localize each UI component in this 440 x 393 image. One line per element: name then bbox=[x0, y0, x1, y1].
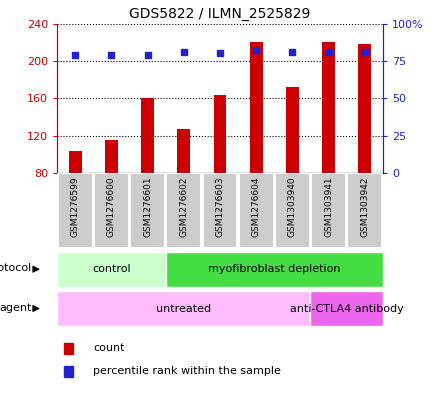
Bar bbox=[275, 173, 310, 248]
Bar bbox=[311, 291, 383, 326]
Point bbox=[289, 49, 296, 55]
Text: control: control bbox=[92, 264, 131, 274]
Text: GSM1303940: GSM1303940 bbox=[288, 177, 297, 237]
Point bbox=[72, 52, 79, 58]
Bar bbox=[322, 42, 335, 173]
Bar bbox=[57, 291, 311, 326]
Point bbox=[325, 49, 332, 55]
Bar bbox=[359, 44, 371, 173]
Bar bbox=[57, 252, 166, 287]
Point bbox=[361, 49, 368, 55]
Bar bbox=[141, 98, 154, 173]
Text: protocol: protocol bbox=[0, 263, 32, 274]
Bar bbox=[105, 140, 118, 173]
Text: percentile rank within the sample: percentile rank within the sample bbox=[93, 366, 281, 376]
Point bbox=[253, 47, 260, 53]
Bar bbox=[347, 173, 382, 248]
Text: GSM1303942: GSM1303942 bbox=[360, 177, 369, 237]
Text: untreated: untreated bbox=[156, 303, 211, 314]
Bar bbox=[239, 173, 274, 248]
Bar bbox=[203, 173, 237, 248]
Bar bbox=[166, 173, 201, 248]
Text: myofibroblast depletion: myofibroblast depletion bbox=[208, 264, 341, 274]
Text: GSM1276600: GSM1276600 bbox=[107, 177, 116, 237]
Text: count: count bbox=[93, 343, 125, 353]
Bar bbox=[58, 173, 93, 248]
Text: GSM1276604: GSM1276604 bbox=[252, 177, 260, 237]
Text: agent: agent bbox=[0, 303, 32, 313]
Text: GSM1303941: GSM1303941 bbox=[324, 177, 333, 237]
Bar bbox=[286, 87, 299, 173]
Bar bbox=[166, 252, 383, 287]
Bar bbox=[214, 95, 226, 173]
Text: GSM1276602: GSM1276602 bbox=[180, 177, 188, 237]
Text: GSM1276603: GSM1276603 bbox=[216, 177, 224, 237]
Text: GSM1276599: GSM1276599 bbox=[71, 177, 80, 237]
Bar bbox=[250, 42, 263, 173]
Bar bbox=[177, 129, 190, 173]
Point bbox=[216, 50, 224, 57]
Point bbox=[180, 49, 187, 55]
Bar bbox=[69, 151, 82, 173]
Bar bbox=[94, 173, 129, 248]
Text: anti-CTLA4 antibody: anti-CTLA4 antibody bbox=[290, 303, 403, 314]
Bar bbox=[311, 173, 346, 248]
Bar bbox=[64, 343, 73, 354]
Bar bbox=[130, 173, 165, 248]
Text: GSM1276601: GSM1276601 bbox=[143, 177, 152, 237]
Bar bbox=[64, 366, 73, 377]
Title: GDS5822 / ILMN_2525829: GDS5822 / ILMN_2525829 bbox=[129, 7, 311, 21]
Point bbox=[144, 52, 151, 58]
Point bbox=[108, 52, 115, 58]
